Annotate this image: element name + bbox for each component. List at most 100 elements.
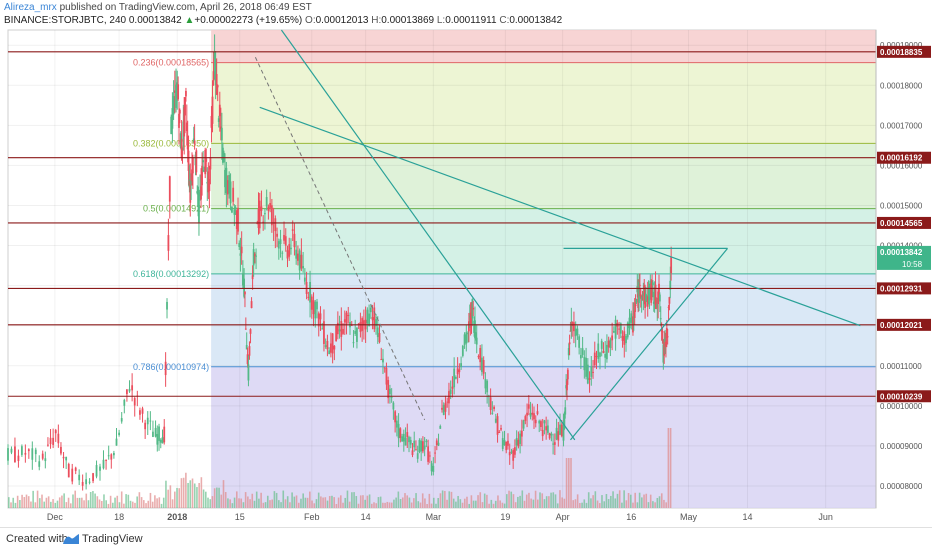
volume-bar bbox=[138, 492, 141, 508]
volume-bar bbox=[169, 485, 172, 508]
volume-bar bbox=[118, 502, 121, 508]
author-link[interactable]: Alireza_mrx bbox=[4, 2, 57, 13]
candle-body bbox=[508, 452, 511, 456]
candle-body bbox=[568, 342, 571, 345]
candle-body bbox=[491, 412, 494, 414]
candle-body bbox=[661, 331, 664, 333]
volume-bar bbox=[623, 490, 625, 508]
volume-bar bbox=[492, 503, 495, 508]
candle-body bbox=[249, 329, 252, 334]
volume-bar bbox=[649, 494, 652, 508]
volume-bar bbox=[404, 493, 406, 508]
candle-body bbox=[619, 323, 622, 334]
volume-bar bbox=[61, 495, 63, 508]
volume-bar bbox=[271, 499, 273, 508]
volume-bar bbox=[207, 497, 209, 508]
trendline bbox=[280, 29, 576, 441]
change-label: +0.00002273 (+19.65%) bbox=[194, 15, 303, 26]
fib-level-label: 0.382(0.00016550) bbox=[133, 138, 209, 148]
volume-bar bbox=[27, 496, 30, 508]
volume-bar bbox=[242, 502, 245, 508]
candle-body bbox=[564, 407, 567, 415]
candle-body bbox=[277, 241, 280, 249]
candle-body bbox=[472, 307, 475, 310]
candle-body bbox=[576, 328, 579, 336]
y-tick-label: 0.00015000 bbox=[880, 201, 923, 210]
volume-bar bbox=[123, 503, 125, 508]
volume-bar bbox=[56, 500, 59, 508]
candle-body bbox=[621, 335, 624, 341]
volume-bar bbox=[244, 492, 247, 508]
candle-body bbox=[378, 333, 381, 343]
candle-body bbox=[397, 423, 400, 439]
volume-bar bbox=[510, 491, 513, 508]
volume-bar bbox=[233, 497, 236, 508]
volume-bar bbox=[450, 491, 453, 508]
tradingview-brand[interactable]: TradingView bbox=[82, 533, 143, 545]
tradingview-logo-icon[interactable] bbox=[62, 532, 80, 546]
volume-bar bbox=[227, 498, 229, 508]
volume-bar bbox=[196, 487, 198, 508]
candle-body bbox=[14, 446, 16, 463]
candle-body bbox=[430, 463, 433, 472]
y-tick-label: 0.00019000 bbox=[880, 41, 923, 50]
candle-body bbox=[172, 96, 175, 115]
footer-bar: Created with TradingView bbox=[0, 527, 932, 551]
candle-body bbox=[193, 141, 196, 145]
candle-body bbox=[536, 411, 539, 415]
volume-bar bbox=[663, 499, 665, 508]
candle-body bbox=[131, 385, 134, 391]
volume-bar bbox=[140, 497, 143, 508]
candle-body bbox=[288, 244, 291, 257]
candle-body bbox=[71, 468, 74, 482]
candle-body bbox=[201, 165, 203, 186]
candle-body bbox=[291, 229, 294, 231]
volume-bar bbox=[459, 499, 462, 508]
volume-bar bbox=[335, 503, 338, 508]
volume-bar bbox=[129, 500, 132, 508]
volume-bar bbox=[134, 502, 136, 508]
candle-body bbox=[641, 295, 644, 297]
candle-body bbox=[217, 118, 220, 122]
candle-body bbox=[439, 426, 442, 429]
volume-bar bbox=[322, 497, 324, 508]
volume-bar bbox=[441, 490, 444, 508]
candle-body bbox=[20, 446, 23, 455]
candle-body bbox=[507, 440, 509, 446]
volume-bar bbox=[92, 491, 94, 508]
volume-bar bbox=[165, 480, 167, 508]
volume-bar bbox=[667, 428, 670, 508]
candle-body bbox=[383, 367, 386, 369]
candle-body bbox=[500, 428, 502, 430]
volume-bar bbox=[76, 497, 79, 508]
candle-body bbox=[493, 406, 495, 410]
candle-body bbox=[239, 253, 242, 256]
candle-body bbox=[110, 454, 113, 460]
candle-body bbox=[293, 233, 296, 248]
volume-bar bbox=[466, 496, 468, 508]
candle-body bbox=[284, 236, 287, 246]
candle-body bbox=[498, 431, 501, 433]
candle-body bbox=[651, 281, 653, 293]
candle-body bbox=[553, 442, 556, 445]
candle-body bbox=[588, 377, 591, 380]
candle-body bbox=[199, 192, 201, 197]
volume-bar bbox=[581, 502, 583, 508]
volume-bar bbox=[525, 494, 528, 508]
volume-bar bbox=[302, 493, 304, 508]
candle-body bbox=[638, 281, 640, 303]
price-chart[interactable]: 0.236(0.00018565) 0.382(0.00016550) 0.5(0.… bbox=[0, 0, 932, 527]
candle-body bbox=[248, 346, 251, 356]
candle-body bbox=[531, 412, 534, 415]
volume-bar bbox=[576, 494, 579, 508]
candle-body bbox=[359, 321, 362, 332]
candle-body bbox=[668, 297, 671, 304]
candle-body bbox=[593, 352, 596, 366]
volume-bar bbox=[587, 492, 590, 508]
candle-body bbox=[371, 317, 374, 321]
candle-body bbox=[210, 115, 213, 128]
volume-bar bbox=[645, 493, 648, 508]
candle-body bbox=[195, 150, 198, 173]
candle-body bbox=[512, 450, 515, 461]
ohlc-legend: BINANCE:STORJBTC, 240 0.00013842 ▲+0.000… bbox=[4, 15, 563, 26]
